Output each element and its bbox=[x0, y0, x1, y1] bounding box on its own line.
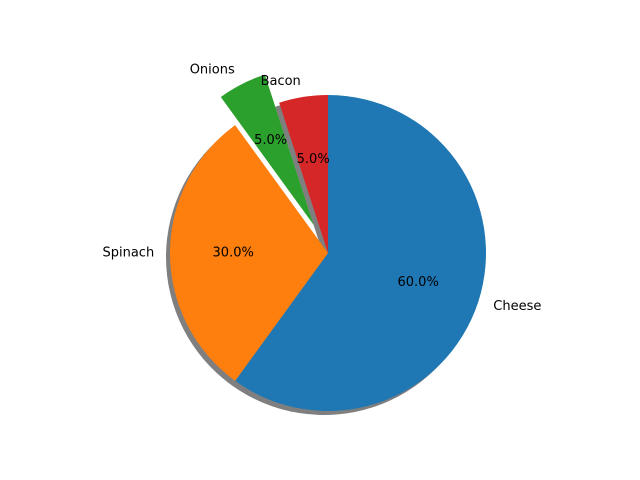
pie-slices bbox=[170, 74, 487, 411]
pct-label-spinach: 30.0% bbox=[213, 246, 254, 261]
slice-label-onions: Onions bbox=[190, 62, 235, 77]
pie-labels: 60.0% Cheese 30.0% Spinach 5.0% Onions 5.0% Bac… bbox=[102, 62, 541, 314]
pct-label-onions: 5.0% bbox=[254, 133, 287, 148]
pie-slice-bacon bbox=[279, 95, 328, 253]
pct-label-cheese: 60.0% bbox=[398, 275, 439, 290]
pct-label-bacon: 5.0% bbox=[297, 152, 330, 167]
pie-slice-spinach bbox=[170, 125, 328, 381]
slice-label-cheese: Cheese bbox=[493, 299, 541, 314]
pie-slice-onions bbox=[220, 74, 314, 225]
slice-label-spinach: Spinach bbox=[102, 246, 154, 261]
pie-slice-cheese bbox=[235, 95, 487, 411]
slice-label-bacon: Bacon bbox=[261, 74, 301, 89]
